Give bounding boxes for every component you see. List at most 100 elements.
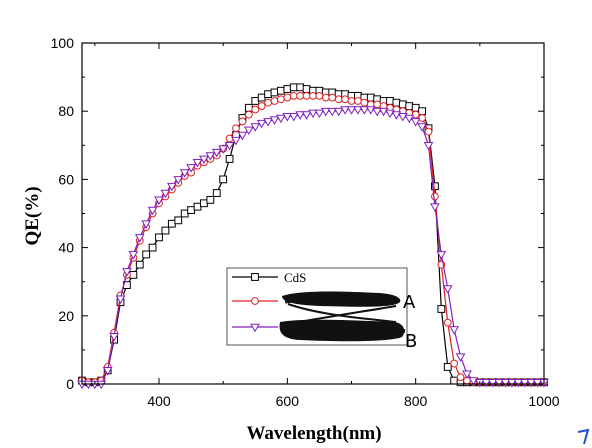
data-point <box>346 106 357 115</box>
y-tick-label: 60 <box>58 171 74 187</box>
data-point <box>257 93 266 102</box>
data-point <box>180 209 189 218</box>
data-point <box>135 260 144 269</box>
y-tick-label: 80 <box>58 103 74 119</box>
data-point <box>142 250 151 259</box>
data-point <box>417 123 427 132</box>
data-point <box>147 206 158 216</box>
data-point <box>263 118 273 127</box>
data-point <box>347 97 356 105</box>
data-point <box>251 105 260 114</box>
annotation-a: A <box>403 292 416 313</box>
data-point <box>277 86 285 95</box>
data-point <box>270 97 279 105</box>
data-point <box>418 107 426 116</box>
data-point <box>264 90 272 99</box>
data-point <box>232 124 240 133</box>
data-point <box>251 97 260 105</box>
data-point <box>200 199 208 208</box>
data-point <box>282 113 293 122</box>
data-point <box>218 145 229 154</box>
data-point <box>296 91 305 100</box>
data-point <box>418 114 426 122</box>
data-point <box>450 376 459 385</box>
data-point <box>257 102 266 110</box>
data-point <box>122 268 132 277</box>
data-point <box>308 109 318 119</box>
data-point <box>160 189 171 199</box>
redaction-scribble <box>279 291 406 342</box>
data-point <box>442 285 453 294</box>
data-point <box>283 85 292 93</box>
data-point <box>315 91 324 100</box>
data-point <box>456 373 465 382</box>
x-tick-label: 800 <box>404 393 428 409</box>
data-point <box>219 175 228 184</box>
data-point <box>309 91 317 100</box>
data-point <box>155 233 163 242</box>
data-point <box>500 378 511 388</box>
data-point <box>166 182 177 192</box>
data-point <box>238 117 247 126</box>
data-point <box>296 83 305 92</box>
data-point <box>109 332 119 342</box>
data-point <box>430 203 440 212</box>
data-point <box>443 318 452 327</box>
data-point <box>450 359 459 368</box>
data-point <box>398 100 407 109</box>
series-3 <box>77 106 549 390</box>
x-tick-label: 1000 <box>528 393 559 409</box>
data-point <box>372 107 383 117</box>
data-point <box>392 98 401 107</box>
data-point <box>243 126 254 136</box>
data-point <box>411 110 420 119</box>
legend-marker <box>251 297 259 305</box>
data-point <box>353 106 363 115</box>
legend-label: CdS <box>284 270 306 285</box>
plot-area <box>77 83 549 390</box>
data-point <box>513 378 524 388</box>
data-point <box>179 169 190 178</box>
data-point <box>431 182 439 191</box>
corner-mark <box>577 428 590 445</box>
data-point <box>449 326 460 335</box>
data-point <box>410 118 421 127</box>
data-point <box>360 98 369 107</box>
y-tick-label: 0 <box>66 376 74 392</box>
data-point <box>283 93 292 102</box>
y-tick-label: 40 <box>58 240 74 256</box>
data-point <box>174 216 183 225</box>
data-point <box>321 93 330 102</box>
legend-marker <box>250 323 260 333</box>
data-point <box>244 110 253 119</box>
data-point <box>386 97 394 105</box>
data-point <box>366 93 375 102</box>
data-point <box>270 88 279 97</box>
data-point <box>224 142 235 151</box>
data-point <box>186 164 196 173</box>
data-point <box>289 91 298 100</box>
data-point <box>193 202 202 211</box>
data-point <box>334 95 343 104</box>
annotation-b: B <box>405 331 417 352</box>
y-tick-label: 20 <box>58 308 74 324</box>
data-point <box>532 378 543 388</box>
data-point <box>199 155 209 165</box>
data-point <box>526 378 537 388</box>
y-tick-label: 100 <box>51 35 75 51</box>
data-point <box>455 353 466 362</box>
x-axis-title: Wavelength(nm) <box>246 423 381 444</box>
data-point <box>423 142 434 151</box>
data-point <box>244 103 253 112</box>
data-point <box>431 192 439 201</box>
data-point <box>205 152 216 161</box>
data-point <box>333 107 344 117</box>
legend: CdS A B <box>226 267 417 352</box>
data-point <box>269 116 280 125</box>
data-point <box>340 106 350 115</box>
data-point <box>128 251 139 260</box>
data-point <box>134 234 145 243</box>
data-point <box>167 219 176 228</box>
data-point <box>206 195 215 204</box>
